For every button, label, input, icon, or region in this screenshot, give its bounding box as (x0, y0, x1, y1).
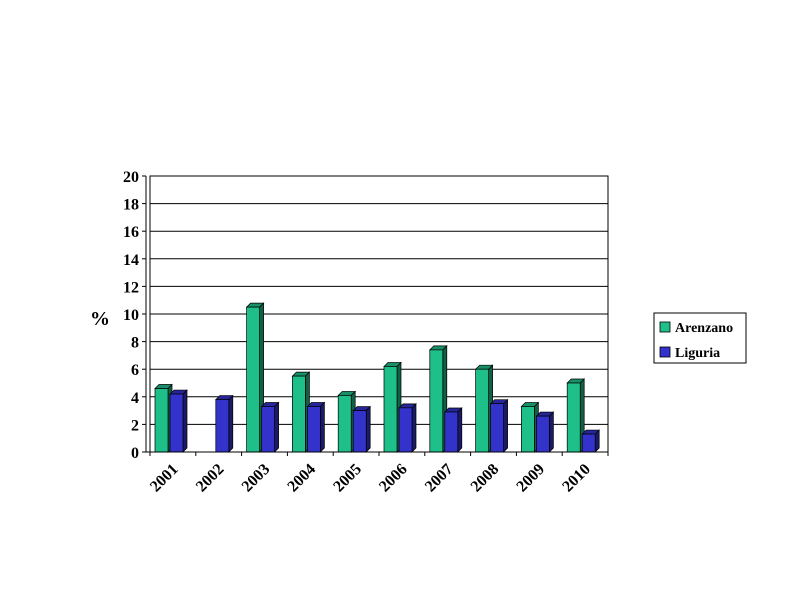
legend-swatch-arenzano (659, 321, 671, 333)
bar-arenzano-2005 (337, 390, 357, 453)
y-tick-label: 18 (123, 197, 139, 214)
bar-arenzano-2010 (566, 378, 586, 453)
bar-arenzano-2007 (428, 345, 448, 453)
bar-arenzano-2004 (291, 371, 311, 453)
bar-liguria-2006 (398, 402, 417, 453)
legend-label-arenzano: Arenzano (675, 321, 733, 336)
bars (154, 302, 601, 453)
bar-liguria-2010 (581, 429, 601, 453)
bar-liguria-2004 (306, 401, 326, 453)
x-tick-label: 2009 (513, 461, 548, 496)
y-tick-label: 6 (131, 362, 139, 379)
y-tick-label: 10 (123, 307, 139, 324)
x-tick-labels: 2001 2002 2003 2004 2005 2006 2007 2008 2009 2010 (147, 452, 609, 496)
x-tick-label: 2008 (468, 461, 503, 496)
x-tick-label: 2005 (330, 461, 365, 496)
legend-label-liguria: Liguria (675, 346, 720, 361)
y-tick-label: 12 (123, 279, 139, 296)
bar-liguria-2001 (169, 389, 188, 453)
x-tick-label: 2007 (422, 461, 457, 496)
x-tick-label: 2003 (239, 461, 274, 496)
bar-arenzano-2003 (245, 302, 265, 453)
y-tick-label: 4 (131, 390, 139, 407)
x-tick-label: 2006 (376, 461, 411, 496)
bar-arenzano-2008 (474, 364, 494, 453)
y-tick-label: 2 (131, 417, 139, 434)
bar-arenzano-2006 (383, 361, 402, 453)
bar-liguria-2002 (214, 394, 234, 453)
bar-liguria-2008 (489, 398, 509, 453)
bar-liguria-2007 (443, 407, 463, 453)
x-tick-label: 2010 (559, 461, 594, 496)
x-tick-label: 2001 (147, 461, 182, 496)
legend: Arenzano Liguria (653, 312, 747, 364)
legend-swatch-liguria (659, 346, 671, 358)
bar-liguria-2005 (352, 405, 372, 453)
x-tick-label: 2002 (193, 461, 228, 496)
y-axis-label: % (90, 308, 110, 330)
y-tick-label: 8 (131, 335, 139, 352)
y-tick-label: 0 (131, 445, 139, 462)
y-tick-label: 14 (123, 252, 139, 269)
y-tick-label: 16 (123, 224, 139, 241)
bar-arenzano-2001 (154, 383, 173, 453)
y-tick-label: 20 (123, 169, 139, 186)
x-tick-label: 2004 (284, 461, 319, 496)
bar-liguria-2003 (260, 401, 280, 453)
bar-arenzano-2009 (520, 401, 540, 453)
y-tick-labels: 0 2 4 6 8 10 12 14 16 18 20 (123, 169, 146, 462)
bar-liguria-2009 (535, 411, 555, 453)
